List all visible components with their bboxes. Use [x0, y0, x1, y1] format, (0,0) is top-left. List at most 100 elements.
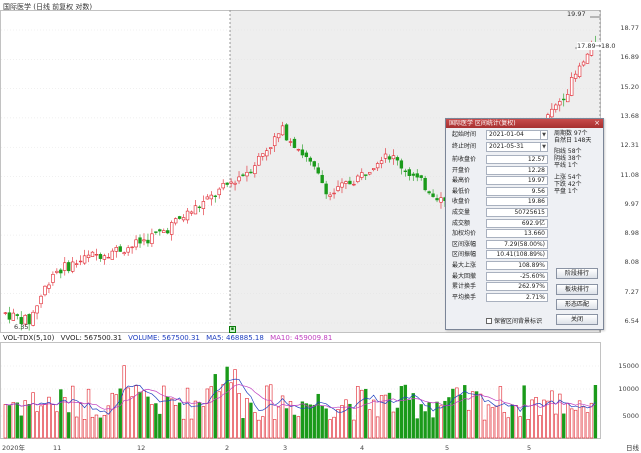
- candle-body: [364, 174, 368, 176]
- volume-bar: [173, 405, 178, 439]
- volume-bar: [407, 399, 411, 439]
- volume-bar: [478, 393, 483, 439]
- ma5-line: [5, 378, 596, 415]
- candle-body: [98, 254, 103, 259]
- volume-bar: [558, 393, 562, 439]
- candle-body: [423, 177, 427, 191]
- candle-body: [15, 314, 19, 316]
- volume-bar: [146, 396, 150, 439]
- pattern-match-button[interactable]: 形态匹配: [556, 299, 598, 310]
- candle-body: [360, 172, 364, 178]
- candle-body: [241, 174, 245, 176]
- candle-body: [185, 210, 190, 221]
- period-label[interactable]: 日线: [626, 444, 639, 452]
- candle-body: [35, 305, 39, 314]
- sector-ranking-button[interactable]: 板块排行: [556, 284, 598, 295]
- candle-body: [102, 255, 107, 260]
- field-label: 加权均价: [452, 230, 477, 238]
- price-tick-label: 15.20: [620, 82, 639, 91]
- volume-bar: [205, 388, 210, 439]
- end-date-value: 2021-05-31: [489, 143, 524, 150]
- candle-body: [3, 312, 8, 314]
- chevron-down-icon[interactable]: ▼: [540, 143, 547, 151]
- close-icon[interactable]: ×: [594, 119, 600, 127]
- stat-field-row: 平均换手 2.71%: [450, 292, 550, 302]
- low-price-tag: 6.35: [14, 323, 29, 331]
- volume-bar: [229, 382, 233, 439]
- price-tick-label: 18.77: [620, 24, 639, 32]
- volume-bar: [411, 393, 415, 439]
- field-label: 累计换手: [452, 283, 477, 291]
- start-date-value: 2021-01-04: [489, 131, 524, 138]
- candle-body: [43, 285, 47, 296]
- start-time-label: 起始时间: [452, 131, 477, 138]
- stat-field-row: 最大上涨 108.89%: [450, 261, 550, 270]
- volume-bar: [530, 399, 534, 439]
- volume-bar: [518, 416, 522, 439]
- chevron-down-icon[interactable]: ▼: [540, 131, 547, 139]
- keep-range-background-checkbox[interactable]: 保留区间背景标识: [486, 318, 542, 326]
- candle-body: [261, 153, 265, 157]
- volume-bar: [470, 391, 475, 439]
- candle-body: [90, 251, 95, 257]
- volume-bar: [336, 409, 340, 439]
- volume-bar: [538, 415, 542, 439]
- volume-bar: [573, 409, 578, 439]
- volume-bar: [193, 400, 198, 439]
- end-date-select[interactable]: 2021-05-31 ▼: [486, 142, 548, 152]
- close-button[interactable]: 关闭: [556, 314, 598, 325]
- candle-body: [126, 247, 130, 253]
- candle-body: [201, 201, 206, 209]
- candle-body: [320, 174, 324, 184]
- volume-bar: [134, 385, 138, 439]
- volume-bar: [304, 403, 309, 439]
- selection-start-marker[interactable]: ▪: [229, 326, 236, 333]
- candle-body: [344, 181, 348, 184]
- volume-bar: [249, 402, 253, 439]
- volume-bar: [150, 404, 154, 439]
- field-label: 最大上涨: [452, 262, 477, 269]
- field-value: 262.97%: [486, 282, 548, 292]
- date-tick-label: 2020年: [2, 444, 26, 452]
- candle-body: [427, 191, 431, 194]
- checkbox-box[interactable]: [486, 318, 492, 324]
- candle-body: [253, 165, 257, 175]
- field-label: 前收盘价: [452, 156, 477, 163]
- volume-bar: [431, 417, 435, 439]
- candle-body: [316, 167, 320, 174]
- date-tick-label: 12: [137, 444, 146, 452]
- volume-bar: [261, 416, 265, 439]
- volume-bar: [126, 387, 130, 439]
- dialog-title-bar[interactable]: 国际医学 区间统计(复权) ×: [446, 119, 603, 128]
- price-tick-label: 6.54: [624, 317, 639, 325]
- volume-bar: [3, 404, 8, 439]
- volume-bar: [522, 385, 526, 439]
- volume-bar: [74, 416, 79, 439]
- candle-body: [71, 261, 75, 272]
- volume-bar: [71, 385, 75, 439]
- volume-bar: [292, 414, 297, 439]
- candle-body: [189, 211, 194, 214]
- volume-bar: [502, 412, 507, 439]
- candle-body: [82, 255, 87, 264]
- stage-ranking-button[interactable]: 阶段排行: [556, 268, 598, 279]
- volume-indicator-name[interactable]: VOL-TDX(5,10): [3, 334, 55, 342]
- volume-bar: [225, 366, 229, 439]
- candle-body: [439, 197, 443, 203]
- volume-bar: [197, 402, 202, 439]
- candle-body: [225, 182, 229, 185]
- candle-body: [411, 173, 415, 176]
- volume-bar: [154, 403, 158, 439]
- volume-bar: [138, 391, 142, 439]
- start-date-select[interactable]: 2021-01-04 ▼: [486, 130, 548, 140]
- price-tick-label: 13.68: [620, 111, 639, 120]
- candle-body: [59, 269, 63, 274]
- volume-bar: [265, 385, 269, 439]
- candle-body: [288, 141, 293, 143]
- volume-bar: [498, 386, 503, 439]
- volume-bar: [447, 397, 451, 439]
- chart-title: 国际医学 (日线 前复权 对数): [3, 3, 93, 11]
- volume-bar: [554, 413, 558, 439]
- end-time-row: 终止时间 2021-05-31 ▼: [450, 142, 550, 152]
- candle-body: [304, 152, 309, 158]
